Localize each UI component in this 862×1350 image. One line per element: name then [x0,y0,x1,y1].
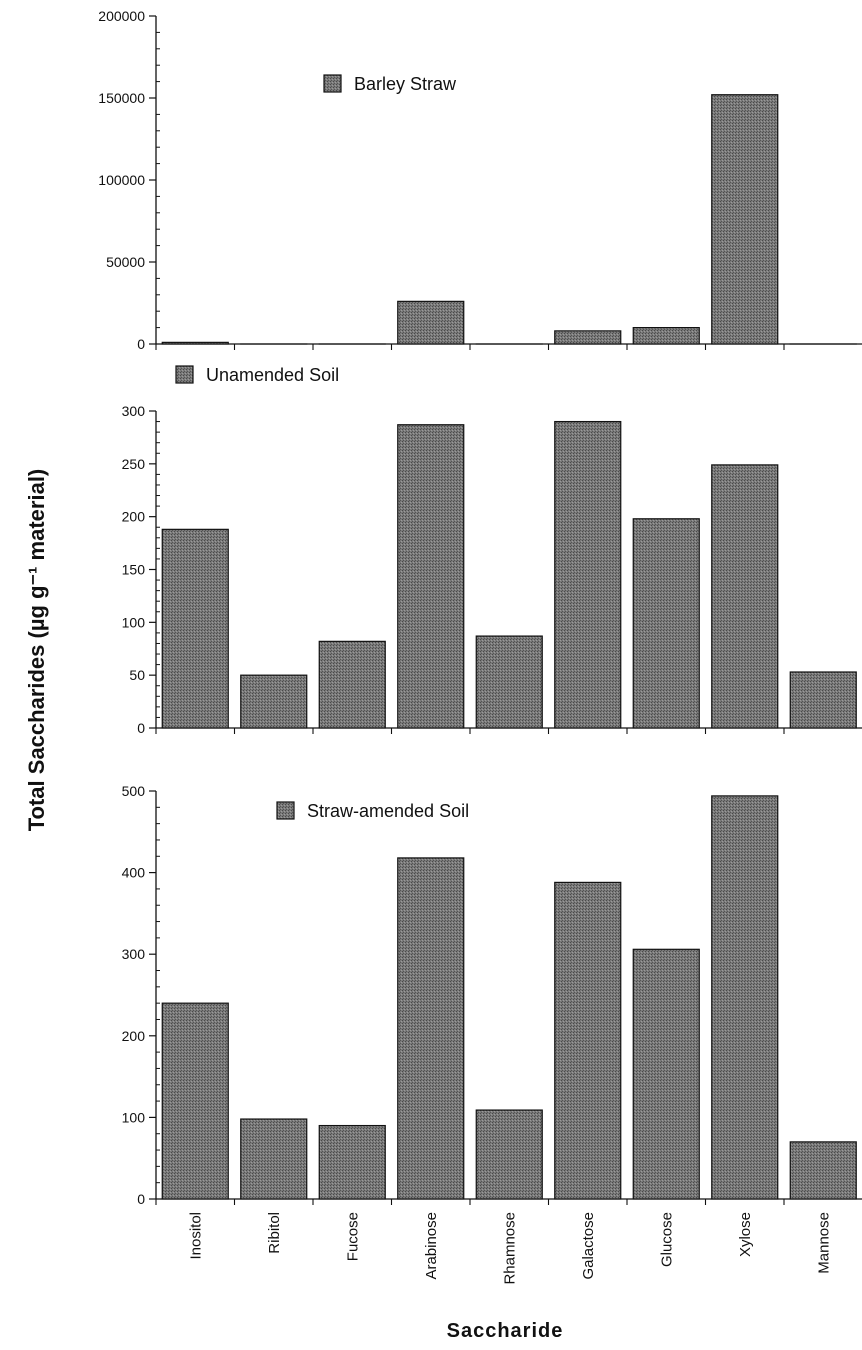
panel-1: 0 50000 100000 150000 200000 Barley Straw [98,8,862,352]
bar-arabinose [397,857,465,1200]
bar-glucose [632,327,700,345]
panel-3: 0 100 200 300 400 500 Straw-amended Soil [122,783,862,1207]
y-tick-label: 250 [122,456,146,472]
bar-glucose [632,518,700,729]
y-tick-label: 150 [122,562,146,578]
y-tick-label: 0 [137,336,145,352]
chart-panels: 0 50000 100000 150000 200000 Barley Straw 0 50 1… [98,8,862,1207]
bar-rhamnose [475,1109,543,1200]
bar-ribitol [240,1118,308,1200]
bar-galactose [554,881,622,1200]
y-tick-label: 200000 [98,8,145,24]
y-axis-title: Total Saccharides (µg g⁻¹ material) [24,469,49,832]
category-label-glucose: Glucose [658,1212,675,1267]
bar-rhamnose [475,635,543,729]
legend-swatch [323,74,342,93]
category-label-rhamnose: Rhamnose [501,1212,518,1285]
bar-mannose [789,671,857,729]
bar-fucose [318,1124,386,1200]
bar-inositol [161,1002,229,1200]
y-tick-label: 50 [129,667,145,683]
bar-inositol [161,528,229,729]
y-tick-label: 400 [122,865,146,881]
y-tick-label: 150000 [98,90,145,106]
y-tick-label: 0 [137,1191,145,1207]
y-tick-label: 0 [137,720,145,736]
y-tick-label: 200 [122,1028,146,1044]
bar-xylose [711,94,779,345]
bar-ribitol [240,674,308,729]
y-tick-label: 100 [122,614,146,630]
y-tick-label: 50000 [106,254,145,270]
y-tick-label: 100 [122,1109,146,1125]
category-label-inositol: Inositol [187,1212,204,1260]
y-tick-label: 500 [122,783,146,799]
x-category-labels: Inositol Ribitol Fucose Arabinose Rhamnose Ga… [187,1212,832,1285]
bar-mannose [789,1141,857,1200]
panel-2: 0 50 100 150 200 250 300 Unamended Soil [122,365,862,736]
x-axis-title: Saccharide [447,1320,564,1342]
bar-galactose [554,330,622,345]
category-label-ribitol: Ribitol [266,1212,283,1254]
bar-xylose [711,795,779,1200]
bar-galactose [554,420,622,729]
category-label-arabinose: Arabinose [423,1212,440,1280]
bar-arabinose [397,300,465,345]
bar-arabinose [397,424,465,729]
legend-swatch [175,365,194,384]
legend-label: Barley Straw [354,74,457,94]
legend-swatch [276,801,295,820]
category-label-mannose: Mannose [815,1212,832,1274]
bar-glucose [632,948,700,1200]
bar-inositol [161,341,229,345]
category-label-galactose: Galactose [580,1212,597,1280]
y-tick-label: 300 [122,946,146,962]
y-tick-label: 300 [122,403,146,419]
y-tick-label: 100000 [98,172,145,188]
bar-xylose [711,464,779,729]
bar-fucose [318,640,386,729]
legend-label: Unamended Soil [206,365,339,385]
category-label-xylose: Xylose [737,1212,754,1257]
category-label-fucose: Fucose [344,1212,361,1261]
legend-label: Straw-amended Soil [307,801,469,821]
y-tick-label: 200 [122,509,146,525]
